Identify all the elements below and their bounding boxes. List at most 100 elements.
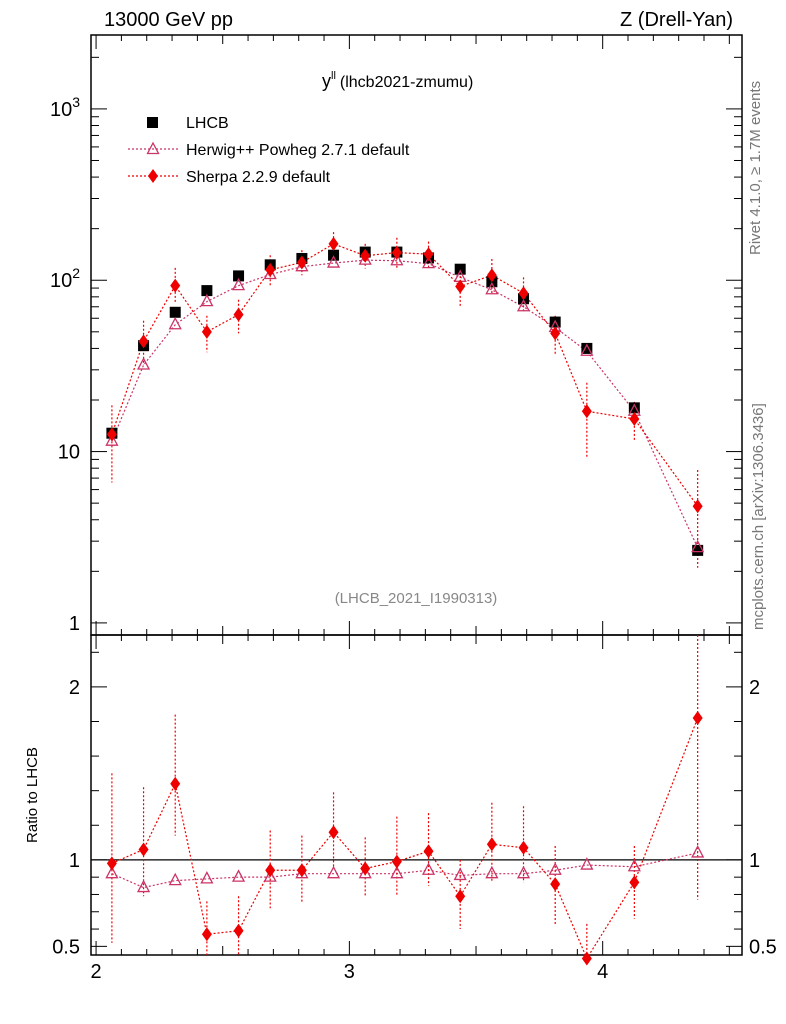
ratio-line-sherpa [111,717,699,960]
legend-label-sherpa: Sherpa 2.2.9 default [186,169,331,186]
data-point-herwig [105,433,119,446]
ratio-point-herwig [691,845,705,858]
ratio-point-sherpa [629,875,640,890]
ratio-point-sherpa [423,844,434,859]
x-tick-label: 4 [597,961,608,983]
data-point-sherpa [581,404,592,419]
legend-marker-herwig [146,141,160,155]
data-point-sherpa [391,245,402,260]
header-left: 13000 GeV pp [104,9,233,31]
data-point-lhcb [454,263,466,275]
ratio-y-tick-label: 0.5 [52,936,80,958]
ratio-y-axis-label: Ratio to LHCB [24,747,41,843]
ratio-point-sherpa [391,854,402,869]
ratio-point-herwig [421,862,436,875]
ratio-point-sherpa [581,951,592,966]
ratio-point-herwig [627,858,641,872]
ratio-y-tick-label-right: 2 [749,677,760,699]
data-point-lhcb [581,342,593,354]
ratio-point-sherpa [692,711,703,726]
legend-label-herwig: Herwig++ Powheg 2.7.1 default [186,142,410,159]
ratio-point-herwig [390,865,404,879]
data-point-herwig [580,343,594,356]
data-point-sherpa [233,307,244,322]
data-point-herwig [263,266,277,280]
x-tick-label: 2 [91,961,102,983]
plot-title-paren: (lhcb2021-zmumu) [340,74,473,91]
ratio-point-sherpa [328,825,339,840]
ratio-point-herwig [136,879,151,893]
legend: LHCB Herwig++ Powheg 2.7.1 default Sherp… [128,115,410,186]
y-tick-label-100-exp: 2 [72,265,80,281]
ratio-y-tick-label-right: 0.5 [749,936,777,958]
legend-label-lhcb: LHCB [186,115,229,132]
ratio-point-herwig [580,857,594,870]
ratio-point-sherpa [518,840,529,855]
x-tick-label: 3 [344,961,355,983]
data-point-herwig [485,281,499,295]
data-point-sherpa [265,262,276,277]
ratio-point-sherpa [265,863,276,878]
ratio-point-sherpa [106,856,117,871]
ratio-point-sherpa [201,927,212,942]
data-point-sherpa [138,334,149,349]
ratio-point-herwig [168,872,182,886]
series-line-herwig [111,259,699,548]
data-point-herwig [231,277,246,291]
data-point-lhcb [692,544,704,556]
ratio-point-herwig [453,867,467,881]
data-point-herwig [200,293,214,307]
data-point-sherpa [423,247,434,262]
y-tick-label-1000: 103 [50,94,80,121]
data-point-sherpa [692,499,703,514]
data-point-herwig [358,252,372,265]
data-point-sherpa [170,278,181,293]
data-point-sherpa [328,236,339,251]
data-point-lhcb [233,270,245,282]
ratio-point-herwig [326,865,341,879]
data-point-sherpa [296,255,307,270]
plot-title-sup: ll [331,70,336,82]
data-point-sherpa [518,286,529,301]
ratio-point-herwig [358,865,372,879]
data-point-sherpa [629,411,640,426]
y-tick-label-100: 102 [50,265,80,292]
ratio-y-tick-label: 1 [69,850,80,872]
data-point-sherpa [106,427,117,442]
y-tick-label-1000-exp: 3 [72,94,80,110]
data-point-lhcb [201,285,213,297]
ratio-point-sherpa [550,877,561,892]
header-right: Z (Drell-Yan) [620,9,733,31]
ratio-point-sherpa [455,889,466,904]
legend-marker-lhcb [147,117,158,128]
ratio-point-sherpa [138,842,149,857]
analysis-id: (LHCB_2021_I1990313) [335,590,498,607]
ratio-point-herwig [516,865,531,879]
data-point-herwig [691,539,705,553]
legend-marker-sherpa [148,169,158,183]
data-point-lhcb [628,402,640,414]
ratio-point-herwig [231,869,246,882]
data-point-herwig [326,255,341,268]
data-point-herwig [168,316,182,330]
ratio-point-sherpa [296,863,307,878]
plot-title-main: y [322,71,331,91]
data-point-herwig [421,255,436,269]
ratio-point-herwig [485,865,499,879]
ratio-point-herwig [548,862,562,875]
data-point-sherpa [550,326,561,341]
ratio-point-sherpa [360,861,371,876]
ratio-point-herwig [263,869,277,882]
rivet-version-label: Rivet 4.1.0, ≥ 1.7M events [747,81,764,255]
data-point-herwig [390,252,404,266]
y-tick-label-1: 1 [69,613,80,635]
ratio-y-tick-label-right: 1 [749,850,760,872]
y-tick-label-10: 10 [58,442,80,464]
ratio-point-sherpa [233,923,244,938]
data-point-herwig [136,357,151,370]
ratio-plot-frame [90,634,743,956]
data-point-sherpa [486,268,497,283]
data-point-lhcb [169,306,181,318]
data-point-sherpa [201,324,212,339]
data-point-herwig [516,298,531,312]
